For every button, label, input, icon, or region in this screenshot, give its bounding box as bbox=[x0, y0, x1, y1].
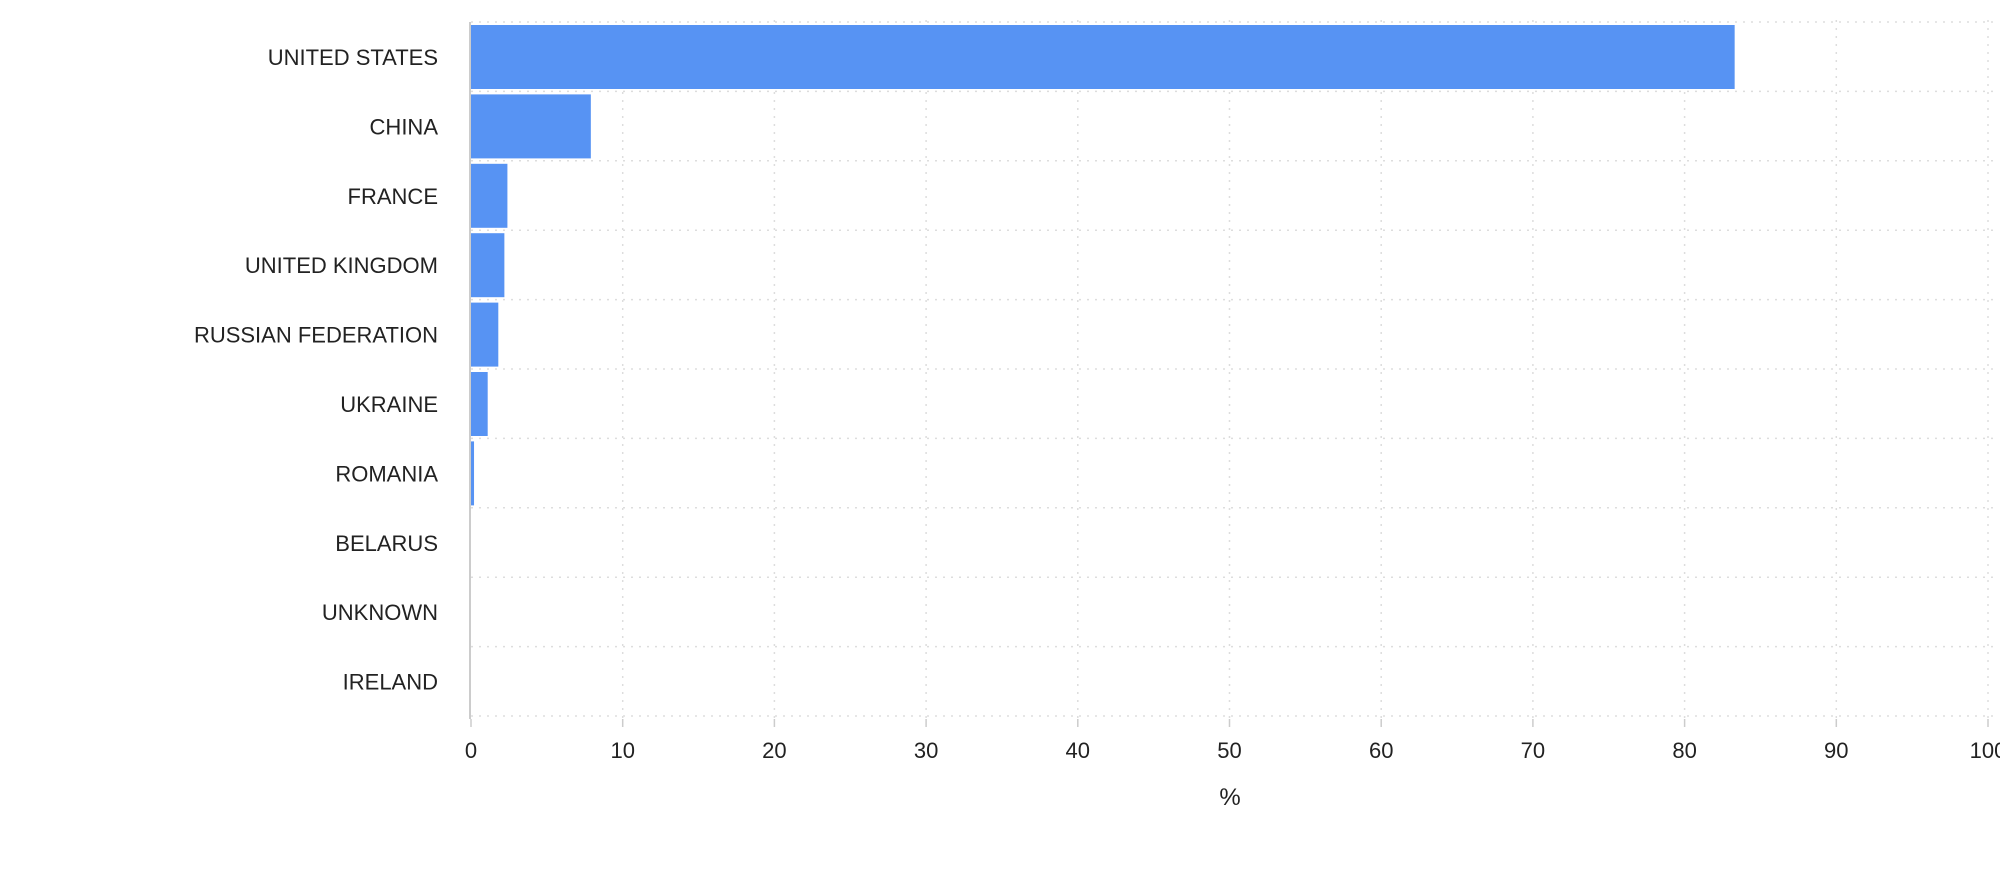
label-layer: 0 10 20 30 40 50 60 70 80 90 100 UNITED STATES CHINA… bbox=[194, 45, 2000, 763]
category-label: IRELAND bbox=[343, 670, 438, 695]
bar bbox=[471, 372, 488, 436]
x-tick-label: 50 bbox=[1217, 738, 1241, 763]
category-label: BELARUS bbox=[335, 531, 438, 556]
category-label: ROMANIA bbox=[335, 461, 438, 486]
category-label: FRANCE bbox=[348, 184, 438, 209]
x-tick-label: 90 bbox=[1824, 738, 1848, 763]
x-tick-label: 20 bbox=[762, 738, 786, 763]
x-tick-label: 80 bbox=[1672, 738, 1696, 763]
category-label: UNITED STATES bbox=[268, 45, 438, 70]
x-tick-label: 70 bbox=[1521, 738, 1545, 763]
bar bbox=[471, 441, 475, 506]
x-tick-label: 10 bbox=[610, 738, 634, 763]
bar bbox=[471, 25, 1735, 89]
category-label: UKRAINE bbox=[340, 392, 438, 417]
category-label: RUSSIAN FEDERATION bbox=[194, 323, 438, 348]
bar-layer bbox=[471, 25, 1735, 506]
x-tick-label: 60 bbox=[1369, 738, 1393, 763]
x-axis-title: % bbox=[1219, 784, 1240, 811]
x-tick-label: 30 bbox=[914, 738, 938, 763]
bar bbox=[471, 163, 508, 228]
category-label: CHINA bbox=[370, 114, 439, 139]
x-tick-label: 40 bbox=[1066, 738, 1090, 763]
x-tick-label: 0 bbox=[465, 738, 477, 763]
x-tick-label: 100 bbox=[1970, 738, 2000, 763]
category-label: UNITED KINGDOM bbox=[245, 253, 438, 278]
bar bbox=[471, 233, 505, 298]
bar bbox=[471, 94, 591, 159]
axis-layer bbox=[469, 22, 1989, 727]
bar bbox=[471, 302, 499, 367]
category-label: UNKNOWN bbox=[322, 600, 438, 625]
grid-layer bbox=[471, 20, 1993, 719]
